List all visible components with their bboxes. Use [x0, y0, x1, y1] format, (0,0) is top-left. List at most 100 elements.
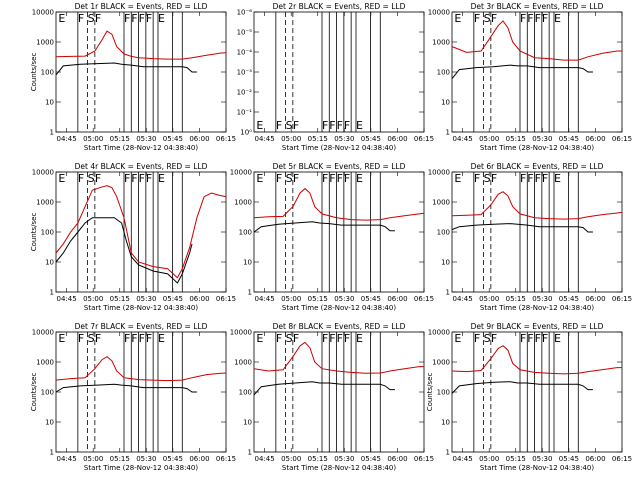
state-marker: F [491, 12, 497, 25]
x-tick-label: 05:30 [532, 295, 552, 303]
lld-series-line [253, 187, 425, 221]
x-axis-label: Start Time (28-Nov-12 04:38:40) [480, 144, 594, 152]
x-tick-label: 06:00 [585, 135, 605, 143]
lld-series-line [451, 20, 622, 61]
events-series-line [55, 383, 197, 393]
chart-panel-8: Det 8r BLACK = Events, RED = LLD 1 10 100 10… [230, 322, 434, 472]
events-series-line [451, 381, 593, 394]
state-marker: S [88, 332, 95, 345]
state-marker: S [88, 12, 95, 25]
state-marker: F [139, 12, 145, 25]
y-tick-label: 100 [239, 229, 252, 237]
x-tick-label: 06:15 [414, 295, 434, 303]
y-tick-label: 100 [437, 389, 450, 397]
state-marker: S [484, 332, 491, 345]
x-tick-label: 06:00 [585, 295, 605, 303]
x-axis-label: Start Time (28-Nov-12 04:38:40) [282, 304, 396, 312]
state-marker: F [535, 12, 541, 25]
state-marker: F [527, 12, 533, 25]
chart-panel-4: Det 4r BLACK = Events, RED = LLD 1 10 100 10… [30, 162, 236, 312]
x-axis-label: Start Time (28-Nov-12 04:38:40) [480, 304, 594, 312]
x-tick-label: 05:15 [506, 295, 526, 303]
y-tick-label: 1 [248, 449, 252, 457]
state-marker: F [78, 12, 84, 25]
x-tick-label: 04:45 [255, 295, 275, 303]
state-marker: F [520, 172, 526, 185]
x-tick-label: 05:45 [559, 135, 579, 143]
state-marker: F [322, 332, 328, 345]
state-marker: E [58, 12, 65, 25]
state-marker: F [131, 172, 137, 185]
x-tick-label: 06:15 [216, 135, 236, 143]
y-tick-label: 10000 [32, 169, 54, 177]
state-marker: F [520, 332, 526, 345]
x-tick-label: 05:45 [361, 455, 381, 463]
state-marker: S [286, 119, 293, 132]
state-marker: F [139, 332, 145, 345]
events-series-line [451, 64, 593, 80]
x-tick-label: 05:30 [334, 135, 354, 143]
y-tick-label: 10⁻¹ [237, 109, 253, 117]
y-tick-label: 1 [446, 449, 450, 457]
y-tick-label: 10 [441, 259, 450, 267]
state-marker: S [484, 172, 491, 185]
y-axis-label: Counts/sec [30, 373, 38, 412]
y-tick-label: 10000 [32, 329, 54, 337]
state-marker: F [124, 172, 130, 185]
state-marker: E [454, 172, 461, 185]
x-tick-label: 05:15 [308, 295, 328, 303]
state-marker: E [58, 172, 65, 185]
x-tick-label: 04:45 [57, 455, 77, 463]
state-marker: F [146, 172, 152, 185]
y-tick-label: 10 [441, 99, 450, 107]
x-axis-label: Start Time (28-Nov-12 04:38:40) [480, 464, 594, 472]
state-marker: E [256, 172, 263, 185]
x-tick-label: 06:15 [414, 135, 434, 143]
x-tick-label: 06:00 [189, 135, 209, 143]
y-axis-label: Counts/sec [426, 373, 434, 412]
y-tick-label: 1000 [36, 359, 54, 367]
y-tick-label: 1 [446, 289, 450, 297]
y-tick-label: 100 [41, 389, 54, 397]
y-tick-label: 1 [248, 289, 252, 297]
state-marker: F [520, 12, 526, 25]
state-marker: F [124, 332, 130, 345]
x-tick-label: 04:45 [57, 135, 77, 143]
y-tick-label: 100 [437, 69, 450, 77]
plot-frame [451, 11, 623, 133]
x-tick-label: 05:15 [506, 455, 526, 463]
state-marker: S [286, 332, 293, 345]
chart-panel-1: Det 1r BLACK = Events, RED = LLD 1 10 100 10… [30, 2, 236, 152]
state-marker: F [344, 119, 350, 132]
chart-title: Det 6r BLACK = Events, RED = LLD [471, 162, 604, 171]
y-tick-label: 10⁻⁴ [237, 49, 253, 57]
state-marker: F [344, 332, 350, 345]
y-tick-label: 10000 [428, 169, 450, 177]
x-tick-label: 05:15 [110, 455, 130, 463]
chart-title: Det 4r BLACK = Events, RED = LLD [75, 162, 208, 171]
state-marker: E [454, 332, 461, 345]
x-tick-label: 05:30 [334, 455, 354, 463]
y-tick-label: 10000 [428, 9, 450, 17]
x-tick-label: 06:00 [387, 455, 407, 463]
y-tick-label: 100 [41, 69, 54, 77]
state-marker: F [78, 332, 84, 345]
y-tick-label: 100 [41, 229, 54, 237]
x-tick-label: 06:00 [387, 135, 407, 143]
state-marker: E [356, 119, 363, 132]
state-marker: E [158, 332, 165, 345]
y-tick-label: 1000 [234, 199, 252, 207]
plot-frame [253, 11, 425, 133]
x-tick-label: 04:45 [255, 455, 275, 463]
state-marker: F [139, 172, 145, 185]
x-tick-label: 04:45 [453, 455, 473, 463]
x-tick-label: 05:15 [110, 295, 130, 303]
y-tick-label: 100 [239, 389, 252, 397]
state-marker: F [474, 172, 480, 185]
y-tick-label: 10 [243, 259, 252, 267]
plot-frame [451, 171, 623, 293]
y-tick-label: 10 [45, 99, 54, 107]
x-tick-label: 05:00 [479, 295, 499, 303]
state-marker: F [95, 332, 101, 345]
state-marker: E [256, 332, 263, 345]
